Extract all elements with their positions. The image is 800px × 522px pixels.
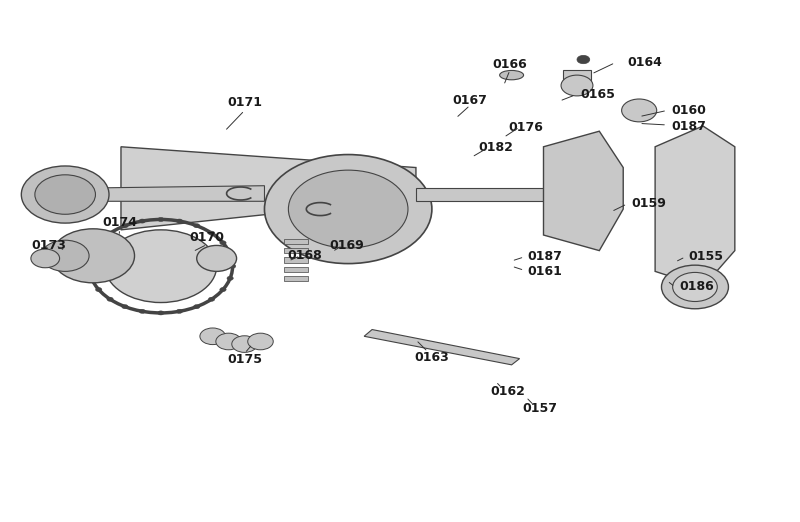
Text: 0187: 0187: [527, 251, 562, 263]
Text: 0171: 0171: [227, 96, 262, 109]
Circle shape: [31, 249, 59, 268]
Circle shape: [673, 272, 718, 302]
Circle shape: [139, 309, 146, 313]
Circle shape: [158, 217, 164, 221]
Polygon shape: [364, 329, 519, 365]
Circle shape: [265, 155, 432, 264]
Circle shape: [662, 265, 729, 309]
Polygon shape: [543, 131, 623, 251]
Circle shape: [35, 175, 95, 214]
Text: 0159: 0159: [631, 197, 666, 210]
Circle shape: [88, 252, 94, 256]
Circle shape: [288, 170, 408, 248]
Circle shape: [577, 55, 590, 64]
Text: 0164: 0164: [627, 56, 662, 69]
Circle shape: [158, 311, 164, 315]
Text: 0163: 0163: [414, 351, 450, 363]
Circle shape: [248, 333, 274, 350]
Circle shape: [561, 75, 593, 96]
Polygon shape: [285, 248, 308, 253]
Circle shape: [227, 252, 234, 256]
Circle shape: [122, 304, 128, 309]
Text: 0169: 0169: [330, 239, 364, 252]
Circle shape: [220, 288, 226, 292]
Polygon shape: [285, 239, 308, 244]
Circle shape: [176, 219, 182, 223]
Text: 0166: 0166: [493, 58, 527, 71]
Text: 0160: 0160: [671, 104, 706, 117]
Text: 0186: 0186: [679, 280, 714, 293]
Polygon shape: [563, 70, 591, 85]
Circle shape: [200, 328, 226, 345]
Text: 0168: 0168: [287, 250, 322, 263]
Circle shape: [86, 264, 92, 268]
Text: 0176: 0176: [509, 121, 543, 134]
Text: 0174: 0174: [102, 216, 137, 229]
Circle shape: [208, 231, 214, 235]
Circle shape: [230, 264, 236, 268]
Polygon shape: [65, 186, 265, 201]
Circle shape: [139, 219, 146, 223]
Text: 0165: 0165: [580, 88, 615, 101]
Polygon shape: [285, 267, 308, 272]
Text: 0155: 0155: [689, 251, 723, 263]
Text: 0170: 0170: [190, 231, 225, 244]
Circle shape: [95, 241, 102, 245]
Circle shape: [105, 230, 217, 303]
Circle shape: [22, 166, 109, 223]
Polygon shape: [285, 276, 308, 281]
Circle shape: [42, 240, 89, 271]
Text: 0161: 0161: [527, 265, 562, 278]
Circle shape: [622, 99, 657, 122]
Circle shape: [232, 336, 258, 352]
Text: 0173: 0173: [32, 239, 66, 252]
Polygon shape: [416, 188, 543, 201]
Circle shape: [176, 309, 182, 313]
Text: 0187: 0187: [671, 120, 706, 133]
Text: 0167: 0167: [453, 93, 487, 106]
Text: 0182: 0182: [478, 141, 513, 155]
Circle shape: [107, 231, 114, 235]
Circle shape: [197, 245, 237, 271]
Polygon shape: [285, 257, 308, 263]
Circle shape: [220, 241, 226, 245]
Text: 0157: 0157: [522, 402, 557, 416]
Polygon shape: [121, 147, 416, 230]
Circle shape: [52, 229, 134, 283]
Circle shape: [122, 223, 128, 228]
Circle shape: [208, 297, 214, 301]
Circle shape: [95, 288, 102, 292]
Ellipse shape: [500, 70, 523, 80]
Polygon shape: [655, 126, 735, 287]
Circle shape: [107, 297, 114, 301]
Text: 0162: 0162: [490, 385, 525, 398]
Circle shape: [194, 223, 200, 228]
Circle shape: [227, 276, 234, 280]
Circle shape: [216, 333, 242, 350]
Circle shape: [194, 304, 200, 309]
Text: 0175: 0175: [227, 353, 262, 366]
Circle shape: [88, 276, 94, 280]
